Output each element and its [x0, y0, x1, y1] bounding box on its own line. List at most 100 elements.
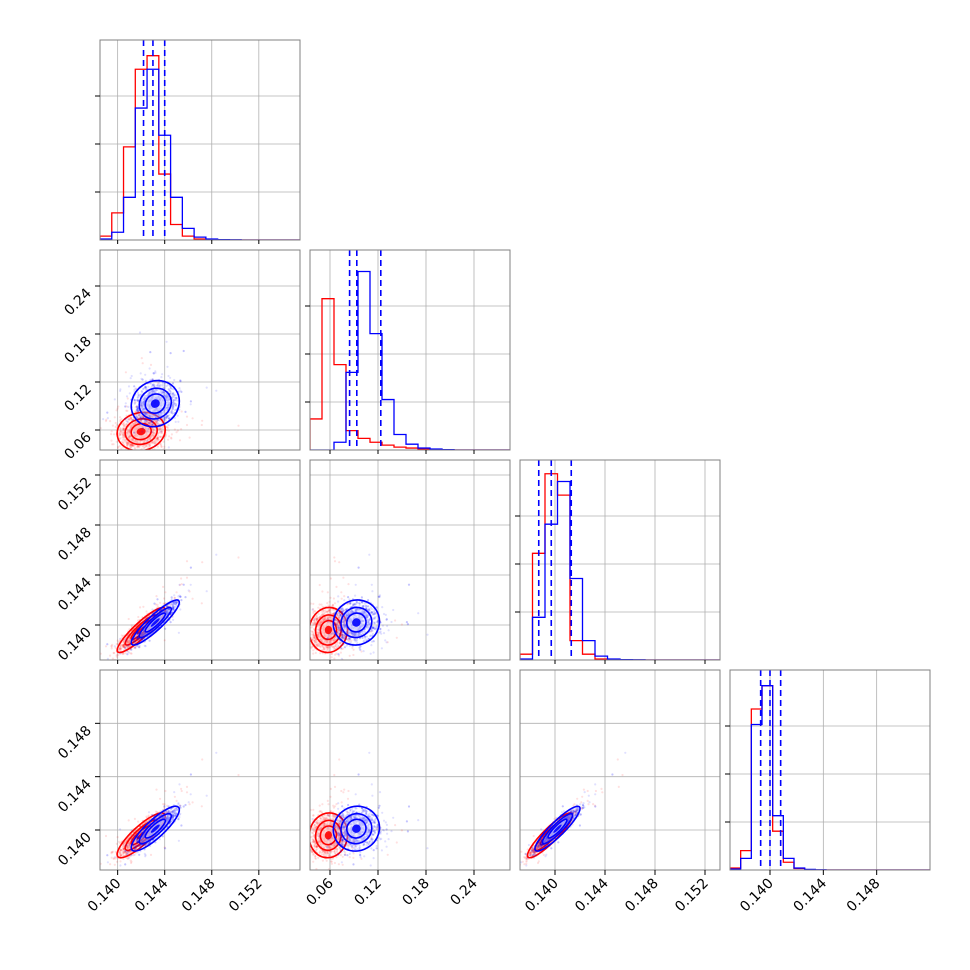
scatter-point — [133, 431, 137, 434]
scatter-point — [134, 431, 137, 434]
scatter-point — [87, 669, 89, 671]
scatter-point — [157, 427, 160, 430]
scatter-point — [135, 434, 139, 437]
scatter-point — [148, 414, 151, 418]
scatter-point — [128, 431, 131, 434]
scatter-point — [143, 425, 146, 428]
scatter-point — [142, 436, 145, 439]
scatter-point — [134, 433, 137, 436]
scatter-point — [147, 400, 150, 403]
scatter-point — [128, 430, 131, 433]
scatter-point — [134, 428, 137, 432]
scatter-point — [143, 413, 147, 416]
scatter-point — [145, 444, 148, 447]
scatter-point — [135, 430, 138, 433]
hist-series — [730, 685, 930, 870]
scatter-point — [136, 435, 139, 438]
scatter-point — [130, 438, 133, 441]
scatter-point — [127, 441, 130, 445]
scatter-point — [141, 434, 144, 437]
scatter-point — [134, 439, 137, 442]
scatter-point — [131, 430, 134, 434]
scatter-point — [132, 430, 136, 433]
scatter-point — [124, 438, 127, 441]
scatter-point — [145, 433, 148, 436]
hist-series — [100, 55, 300, 240]
scatter-point — [129, 436, 132, 439]
scatter-point — [133, 428, 136, 431]
scatter-point — [205, 386, 208, 389]
scatter-point — [139, 440, 142, 443]
scatter-point — [154, 420, 157, 424]
scatter-point — [153, 432, 157, 435]
scatter-point — [134, 433, 137, 436]
scatter-point — [139, 441, 142, 444]
scatter-point — [122, 441, 125, 444]
scatter-point — [145, 431, 148, 434]
scatter-point — [138, 437, 141, 440]
scatter-point — [147, 404, 150, 407]
scatter-point — [132, 438, 135, 441]
scatter-point — [148, 429, 151, 432]
scatter-point — [127, 433, 130, 436]
scatter-point — [128, 436, 131, 439]
scatter-point — [118, 433, 121, 436]
scatter-point — [133, 434, 136, 437]
scatter-point — [145, 427, 148, 430]
scatter-point — [133, 432, 136, 435]
scatter-point — [129, 444, 132, 447]
scatter-point — [133, 428, 136, 431]
scatter-point — [135, 434, 138, 437]
scatter-point — [160, 430, 163, 433]
scatter-point — [138, 426, 141, 429]
scatter-point — [136, 434, 139, 438]
scatter-point — [110, 430, 113, 433]
scatter-point — [156, 421, 159, 424]
scatter-point — [116, 639, 119, 642]
scatter-point — [125, 409, 128, 412]
scatter-point — [141, 425, 144, 428]
scatter-point — [159, 443, 163, 447]
scatter-point — [154, 439, 158, 442]
scatter-point — [132, 452, 134, 454]
scatter-point — [153, 428, 156, 431]
scatter-point — [135, 435, 138, 438]
scatter-point — [140, 401, 143, 404]
scatter-point — [154, 419, 158, 422]
scatter-point — [109, 654, 112, 657]
scatter-point — [128, 451, 130, 453]
scatter-point — [150, 435, 153, 438]
scatter-point — [141, 426, 145, 429]
scatter-point — [145, 434, 148, 437]
scatter-point — [130, 445, 133, 448]
scatter-point — [133, 432, 136, 435]
scatter-point — [127, 443, 130, 446]
scatter-point — [87, 662, 89, 664]
scatter-point — [152, 429, 155, 432]
scatter-point — [132, 430, 136, 433]
scatter-point — [122, 423, 125, 426]
scatter-point — [131, 438, 134, 441]
scatter-point — [122, 427, 125, 430]
scatter-point — [161, 373, 164, 376]
scatter-point — [156, 438, 159, 441]
histogram-red — [100, 55, 300, 240]
scatter-point — [164, 434, 167, 437]
scatter-point — [159, 430, 162, 433]
scatter-point — [147, 429, 150, 432]
scatter-point — [125, 650, 129, 653]
panel-frame — [519, 459, 721, 661]
scatter-point — [147, 421, 150, 424]
scatter-point — [138, 424, 141, 427]
scatter-point — [134, 401, 137, 404]
scatter-point — [38, 736, 40, 738]
scatter-point — [134, 427, 138, 431]
scatter-point — [135, 426, 138, 429]
scatter-point — [142, 436, 145, 439]
scatter-point — [201, 419, 204, 422]
scatter-point — [138, 424, 141, 428]
scatter-point — [164, 417, 167, 420]
scatter-point — [119, 427, 122, 430]
scatter-point — [140, 390, 143, 393]
scatter-point — [124, 661, 126, 663]
